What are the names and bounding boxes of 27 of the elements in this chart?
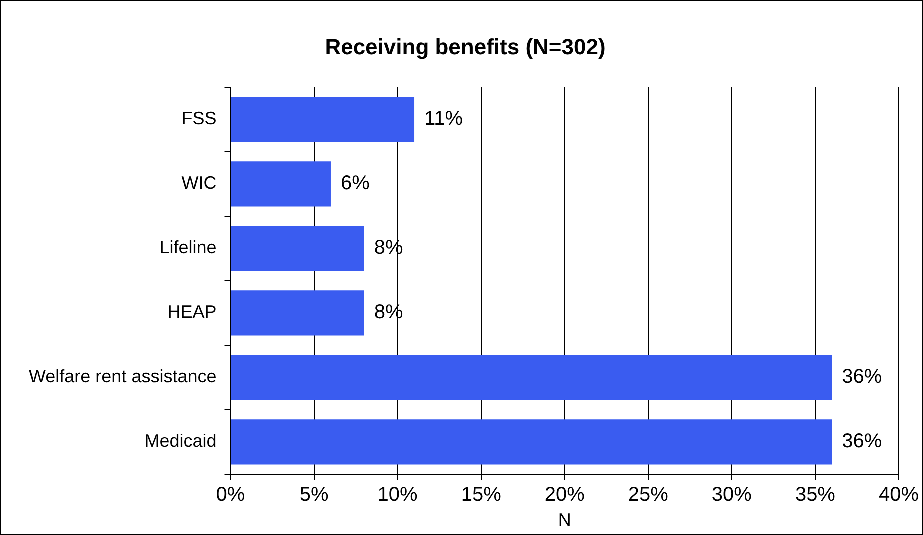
x-tick-label: 10% [378, 484, 418, 506]
bar [231, 226, 364, 272]
x-axis-title: N [558, 510, 572, 530]
x-tick-label: 15% [461, 484, 502, 506]
y-tick-label: Medicaid [144, 431, 217, 452]
x-tick-label: 20% [544, 484, 586, 506]
y-tick-label: Welfare rent assistance [28, 366, 217, 387]
x-tick-label: 35% [795, 484, 836, 506]
bar [231, 420, 832, 465]
y-tick-label: Lifeline [160, 238, 217, 258]
bar [231, 355, 832, 400]
chart-title: Receiving benefits (N=302) [325, 34, 606, 60]
x-tick-label: 0% [216, 484, 246, 506]
x-tick-label: 25% [628, 484, 669, 506]
x-tick-label: 30% [712, 484, 752, 506]
data-label: 11% [424, 108, 464, 130]
data-label: 36% [842, 366, 882, 388]
data-label: 36% [842, 430, 882, 453]
y-tick-label: FSS [182, 108, 217, 129]
bar [231, 97, 415, 142]
bar [231, 162, 331, 207]
x-tick-label: 5% [300, 484, 329, 506]
bar [231, 290, 364, 336]
y-tick-label: WIC [182, 173, 217, 194]
y-tick-label: HEAP [168, 302, 217, 322]
x-tick-label: 40% [878, 484, 920, 506]
data-label: 6% [340, 172, 370, 195]
